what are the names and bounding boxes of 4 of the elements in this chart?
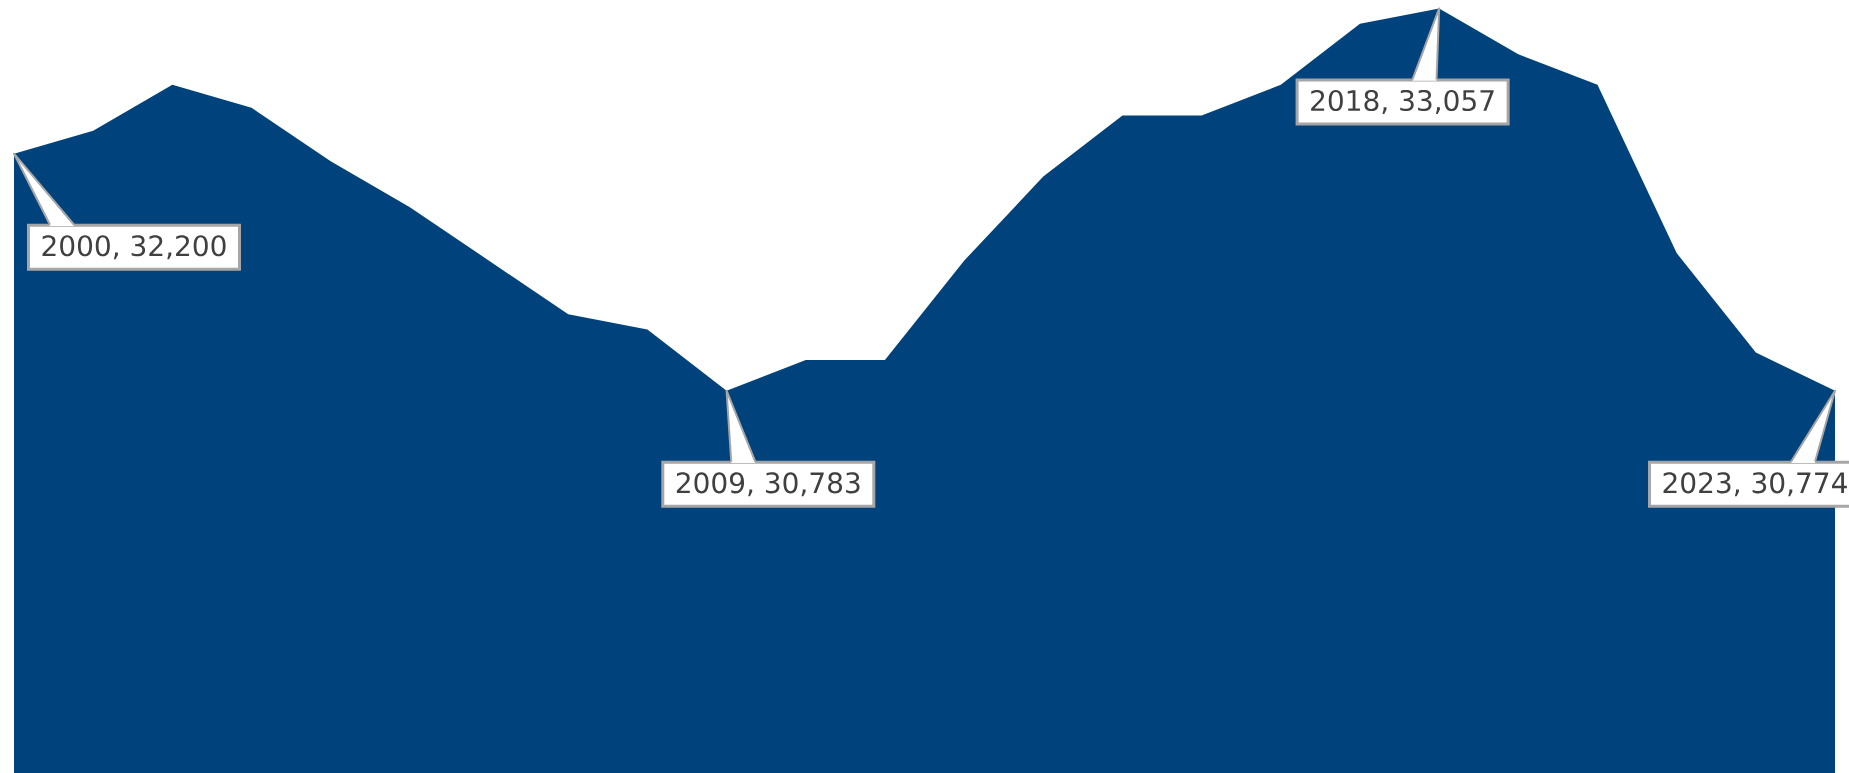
annotation: 2000, 32,200 (42, 235, 226, 260)
annotation: 2018, 33,057 (1311, 89, 1494, 114)
annotation: 2023, 30,774 (1663, 472, 1847, 497)
annotation: 2009, 30,783 (676, 472, 860, 497)
